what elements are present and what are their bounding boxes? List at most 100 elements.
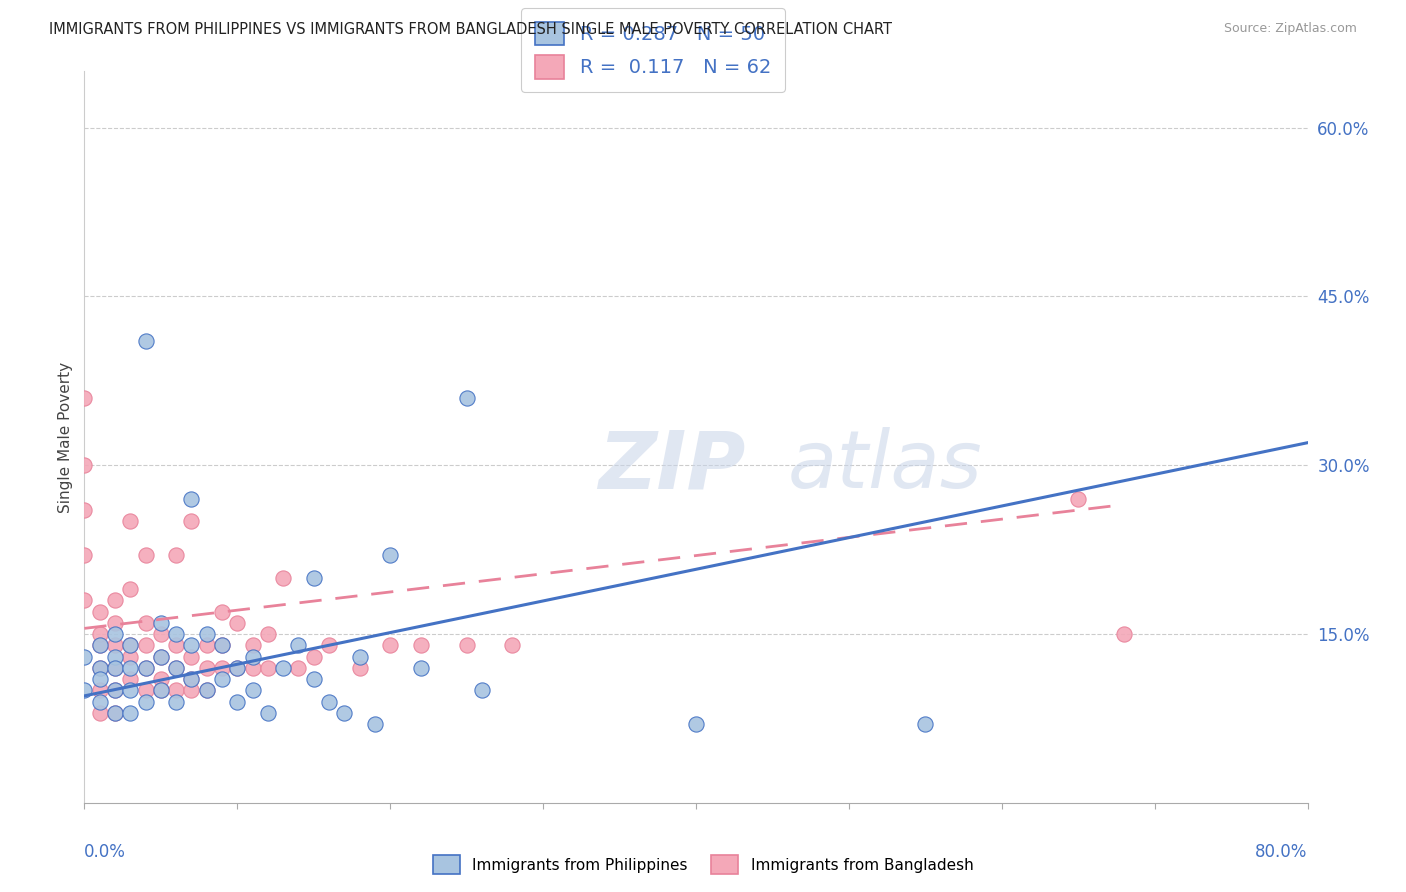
Point [242, 649, 264, 664]
Point [89, 661, 111, 675]
Point [120, 649, 142, 664]
Point [104, 706, 127, 720]
Point [135, 548, 157, 562]
Point [226, 694, 249, 708]
Point [135, 694, 157, 708]
Point [211, 638, 233, 652]
Point [104, 683, 127, 698]
Point [211, 672, 233, 686]
Point [456, 391, 478, 405]
Point [364, 717, 387, 731]
Y-axis label: Single Male Poverty: Single Male Poverty [58, 361, 73, 513]
Point [287, 661, 309, 675]
Point [180, 638, 202, 652]
Point [471, 683, 494, 698]
Point [349, 649, 371, 664]
Point [257, 661, 280, 675]
Point [89, 672, 111, 686]
Point [257, 706, 280, 720]
Point [149, 627, 172, 641]
Point [89, 605, 111, 619]
Point [1114, 627, 1136, 641]
Point [409, 638, 432, 652]
Point [333, 706, 356, 720]
Point [73, 593, 96, 607]
Point [104, 706, 127, 720]
Point [104, 638, 127, 652]
Point [165, 638, 187, 652]
Point [180, 672, 202, 686]
Point [120, 672, 142, 686]
Point [89, 694, 111, 708]
Point [409, 661, 432, 675]
Text: ZIP: ZIP [598, 427, 745, 506]
Point [120, 638, 142, 652]
Point [380, 548, 402, 562]
Point [914, 717, 936, 731]
Point [135, 334, 157, 349]
Point [165, 627, 187, 641]
Point [135, 638, 157, 652]
Point [271, 571, 294, 585]
Point [135, 661, 157, 675]
Point [165, 661, 187, 675]
Point [149, 615, 172, 630]
Point [73, 649, 96, 664]
Point [242, 683, 264, 698]
Point [89, 661, 111, 675]
Point [180, 515, 202, 529]
Point [318, 694, 340, 708]
Point [195, 627, 218, 641]
Point [242, 638, 264, 652]
Point [195, 683, 218, 698]
Point [165, 661, 187, 675]
Point [211, 661, 233, 675]
Point [165, 548, 187, 562]
Point [165, 694, 187, 708]
Point [104, 683, 127, 698]
Point [135, 615, 157, 630]
Point [120, 706, 142, 720]
Point [149, 683, 172, 698]
Point [73, 683, 96, 698]
Point [349, 661, 371, 675]
Point [135, 683, 157, 698]
Text: Source: ZipAtlas.com: Source: ZipAtlas.com [1223, 22, 1357, 36]
Point [73, 391, 96, 405]
Point [120, 515, 142, 529]
Text: IMMIGRANTS FROM PHILIPPINES VS IMMIGRANTS FROM BANGLADESH SINGLE MALE POVERTY CO: IMMIGRANTS FROM PHILIPPINES VS IMMIGRANT… [49, 22, 893, 37]
Point [302, 649, 325, 664]
Point [180, 491, 202, 506]
Point [104, 593, 127, 607]
Point [149, 649, 172, 664]
Point [135, 661, 157, 675]
Point [73, 548, 96, 562]
Legend: R = 0.287   N = 50, R =  0.117   N = 62: R = 0.287 N = 50, R = 0.117 N = 62 [522, 8, 785, 93]
Point [195, 661, 218, 675]
Point [302, 672, 325, 686]
Point [89, 638, 111, 652]
Point [180, 672, 202, 686]
Point [1067, 491, 1090, 506]
Point [211, 605, 233, 619]
Point [149, 683, 172, 698]
Point [180, 649, 202, 664]
Point [287, 638, 309, 652]
Point [257, 627, 280, 641]
Text: atlas: atlas [787, 427, 983, 506]
Point [120, 582, 142, 596]
Point [211, 638, 233, 652]
Point [195, 638, 218, 652]
Point [104, 661, 127, 675]
Point [226, 615, 249, 630]
Point [318, 638, 340, 652]
Point [104, 615, 127, 630]
Point [180, 683, 202, 698]
Point [104, 661, 127, 675]
Point [226, 661, 249, 675]
Point [120, 638, 142, 652]
Point [242, 661, 264, 675]
Point [120, 683, 142, 698]
Point [89, 627, 111, 641]
Point [120, 661, 142, 675]
